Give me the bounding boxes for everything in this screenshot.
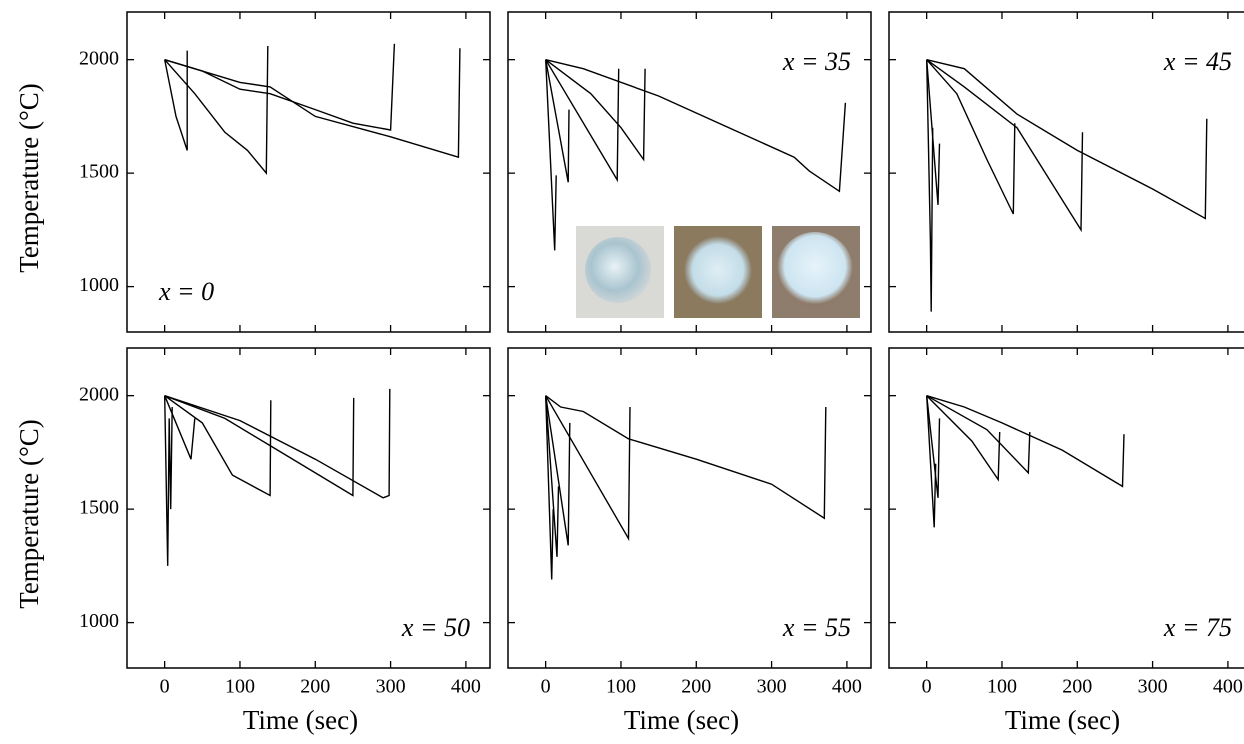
x-tick-label: 400 — [451, 676, 481, 698]
temperature-trace — [545, 395, 571, 546]
y-tick-label: 1000 — [79, 274, 119, 296]
y-tick-label: 1500 — [79, 497, 119, 519]
temperature-trace — [545, 59, 646, 162]
temperature-trace — [164, 388, 391, 499]
y-axis-label: Temperature (°C) — [14, 83, 44, 273]
temperature-trace — [164, 395, 196, 460]
photo-clear-bead — [585, 237, 651, 303]
temperature-trace — [545, 395, 554, 580]
photo-opaque-bead — [777, 232, 853, 308]
x-tick-label: 200 — [681, 676, 711, 698]
temperature-trace — [545, 395, 631, 542]
x-tick-label: 0 — [160, 676, 170, 698]
temperature-trace — [164, 50, 188, 151]
x-tick-label: 200 — [300, 676, 330, 698]
panel-annotation: x = 35 — [782, 47, 851, 76]
x-tick-label: 400 — [1213, 676, 1243, 698]
plot-frame — [507, 11, 872, 333]
temperature-trace — [164, 395, 355, 497]
temperature-trace — [164, 43, 396, 131]
y-axis-label: Temperature (°C) — [14, 419, 44, 609]
panel-annotation: x = 45 — [1163, 47, 1232, 76]
x-tick-label: 0 — [922, 676, 932, 698]
temperature-trace — [164, 45, 269, 176]
x-tick-label: 300 — [376, 676, 406, 698]
x-tick-label: 200 — [1062, 676, 1092, 698]
x-tick-label: 100 — [225, 676, 255, 698]
plot-frame — [888, 11, 1244, 333]
temperature-trace — [164, 395, 272, 497]
temperature-trace — [926, 59, 1208, 220]
panel-annotation: x = 50 — [401, 613, 470, 642]
y-tick-label: 2000 — [79, 383, 119, 405]
temperature-trace — [545, 59, 570, 183]
temperature-trace — [164, 48, 461, 159]
x-tick-label: 100 — [987, 676, 1017, 698]
x-axis-label: Time (sec) — [624, 705, 739, 735]
plot-frame — [888, 347, 1244, 669]
temperature-trace — [545, 59, 847, 193]
plot-frame — [126, 11, 491, 333]
temperature-trace — [926, 59, 934, 312]
plot-frame — [507, 347, 872, 669]
temperature-trace — [926, 59, 941, 205]
panel-annotation: x = 0 — [158, 277, 214, 306]
inset-photos — [576, 226, 860, 318]
y-tick-label: 2000 — [79, 47, 119, 69]
x-tick-label: 0 — [541, 676, 551, 698]
x-axis-label: Time (sec) — [243, 705, 358, 735]
panel-annotation: x = 75 — [1163, 613, 1232, 642]
x-axis-label: Time (sec) — [1005, 705, 1120, 735]
temperature-trace — [926, 395, 1125, 488]
temperature-trace — [926, 395, 1001, 482]
temperature-trace — [164, 395, 173, 566]
temperature-trace — [926, 59, 1016, 215]
x-tick-label: 100 — [606, 676, 636, 698]
y-tick-label: 1500 — [79, 161, 119, 183]
plot-frame — [126, 347, 491, 669]
temperature-trace — [926, 395, 941, 498]
x-tick-label: 300 — [757, 676, 787, 698]
temperature-trace — [545, 59, 620, 183]
panel-annotation: x = 55 — [782, 613, 851, 642]
temperature-trace — [926, 59, 1084, 233]
photo-partial-bead — [684, 236, 752, 304]
temperature-trace — [926, 395, 1031, 475]
temperature-trace — [926, 395, 937, 528]
y-tick-label: 1000 — [79, 610, 119, 632]
x-tick-label: 300 — [1138, 676, 1168, 698]
x-tick-label: 400 — [832, 676, 862, 698]
temperature-trace — [545, 59, 557, 251]
temperature-trace — [545, 395, 827, 520]
temperature-trace — [545, 395, 560, 557]
